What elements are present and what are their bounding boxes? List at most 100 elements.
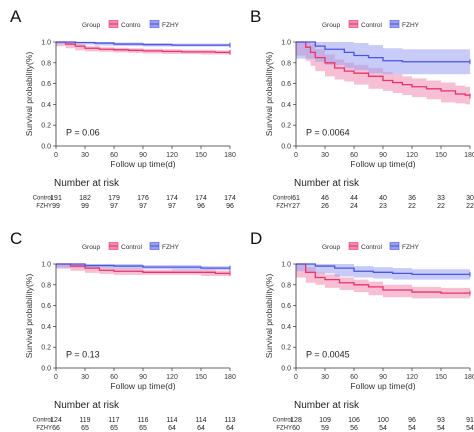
x-tick-label: 150	[435, 374, 447, 381]
risk-count-fzhy: 96	[197, 203, 205, 210]
x-tick-label: 180	[224, 374, 236, 381]
x-tick-label: 0	[54, 374, 58, 381]
y-tick-label: 1.0	[281, 40, 291, 47]
survival-curve-fzhy	[296, 263, 470, 276]
risk-count-control: 179	[108, 195, 120, 202]
survival-curve-control	[56, 41, 230, 54]
risk-count-control: 40	[379, 195, 387, 202]
risk-count-fzhy: 56	[350, 425, 358, 432]
legend-title: Group	[322, 244, 340, 251]
risk-count-control: 128	[290, 417, 302, 424]
x-tick-label: 30	[321, 152, 329, 159]
y-tick-label: 0.8	[41, 282, 51, 289]
risk-count-fzhy: 60	[292, 425, 300, 432]
x-tick-label: 0	[294, 374, 298, 381]
y-tick-label: 0.0	[41, 366, 51, 373]
panel-B: B Group Control FZHY 0.0 0.2 0.4 0.6 0.8 1.0 0 30 60…	[250, 7, 474, 210]
y-tick-label: 0.6	[41, 81, 51, 88]
risk-row-label-control: Control	[33, 418, 52, 424]
risk-count-fzhy: 26	[321, 203, 329, 210]
risk-count-fzhy: 99	[52, 203, 60, 210]
risk-count-fzhy: 65	[139, 425, 147, 432]
x-tick-label: 150	[435, 152, 447, 159]
survival-curve-control	[56, 263, 230, 275]
risk-count-fzhy: 22	[408, 203, 416, 210]
x-tick-label: 120	[166, 152, 178, 159]
y-tick-label: 0.6	[41, 303, 51, 310]
risk-count-fzhy: 54	[466, 425, 474, 432]
risk-count-control: 93	[437, 417, 445, 424]
risk-count-control: 96	[408, 417, 416, 424]
risk-row-label-fzhy: FZHY	[276, 426, 292, 432]
risk-count-control: 176	[137, 195, 149, 202]
x-tick-label: 180	[464, 152, 474, 159]
risk-count-fzhy: 97	[110, 203, 118, 210]
risk-count-control: 109	[319, 417, 331, 424]
y-tick-label: 0.4	[41, 324, 51, 331]
risk-count-control: 191	[50, 195, 62, 202]
risk-count-fzhy: 22	[437, 203, 445, 210]
risk-count-fzhy: 64	[168, 425, 176, 432]
legend-label-control: Contro	[121, 22, 141, 29]
risk-count-control: 61	[292, 195, 300, 202]
panel-C: C Group Control FZHY 0.0 0.2 0.4 0.6 0.8 1.0 0 30 60…	[10, 229, 236, 432]
risk-count-control: 119	[79, 417, 90, 424]
risk-row-label-control: Control	[273, 196, 292, 202]
x-axis-title: Follow up time(d)	[110, 381, 175, 391]
y-tick-label: 0.2	[41, 345, 51, 352]
x-tick-label: 90	[379, 374, 387, 381]
survival-curve-control	[296, 41, 471, 97]
panel-letter: B	[250, 7, 261, 26]
risk-count-control: 116	[137, 417, 148, 424]
x-tick-label: 120	[406, 152, 418, 159]
legend: Group Control FZHY	[82, 242, 180, 251]
p-value: P = 0.13	[66, 350, 100, 360]
survival-curve-control	[296, 263, 470, 294]
y-tick-label: 0.6	[281, 81, 291, 88]
risk-count-fzhy: 97	[168, 203, 176, 210]
x-tick-label: 150	[195, 152, 207, 159]
legend-label-fzhy: FZHY	[402, 22, 420, 29]
legend: Group Control FZHY	[322, 242, 420, 251]
risk-count-fzhy: 23	[379, 203, 387, 210]
x-tick-label: 90	[139, 374, 147, 381]
risk-count-control: 33	[437, 195, 445, 202]
y-tick-label: 0.4	[41, 102, 51, 109]
legend-label-control: Control	[361, 244, 383, 251]
p-value: P = 0.06	[66, 128, 100, 138]
y-axis-title: Survival probability(%)	[24, 52, 34, 137]
y-axis-title: Survival probability(%)	[264, 52, 274, 137]
y-tick-label: 1.0	[41, 262, 51, 269]
risk-count-fzhy: 27	[292, 203, 300, 210]
y-axis-title: Survival probability(%)	[264, 274, 274, 359]
risk-count-fzhy: 99	[81, 203, 89, 210]
panel-letter: D	[250, 229, 262, 248]
y-tick-label: 0.2	[281, 345, 291, 352]
x-tick-label: 60	[350, 152, 358, 159]
risk-count-fzhy: 54	[379, 425, 387, 432]
risk-count-control: 174	[195, 195, 207, 202]
y-tick-label: 0.2	[281, 123, 291, 130]
risk-count-fzhy: 64	[197, 425, 205, 432]
risk-count-control: 174	[166, 195, 178, 202]
legend: Group Control FZHY	[322, 20, 420, 29]
legend-title: Group	[82, 22, 100, 29]
risk-table-title: Number at risk	[294, 400, 360, 411]
y-axis-title: Survival probability(%)	[24, 274, 34, 359]
risk-row-label-control: Control	[273, 418, 292, 424]
y-tick-label: 0.0	[281, 366, 291, 373]
y-tick-label: 0.8	[281, 60, 291, 67]
risk-count-fzhy: 97	[139, 203, 147, 210]
legend-title: Group	[82, 244, 100, 251]
risk-table-title: Number at risk	[54, 178, 120, 189]
risk-row-label-fzhy: FZHY	[36, 426, 52, 432]
y-tick-label: 1.0	[281, 262, 291, 269]
panel-letter: A	[10, 7, 22, 26]
x-tick-label: 180	[224, 152, 236, 159]
risk-count-control: 44	[350, 195, 358, 202]
legend-title: Group	[322, 22, 340, 29]
risk-count-fzhy: 64	[226, 425, 234, 432]
x-tick-label: 60	[350, 374, 358, 381]
x-axis-title: Follow up time(d)	[110, 159, 175, 169]
